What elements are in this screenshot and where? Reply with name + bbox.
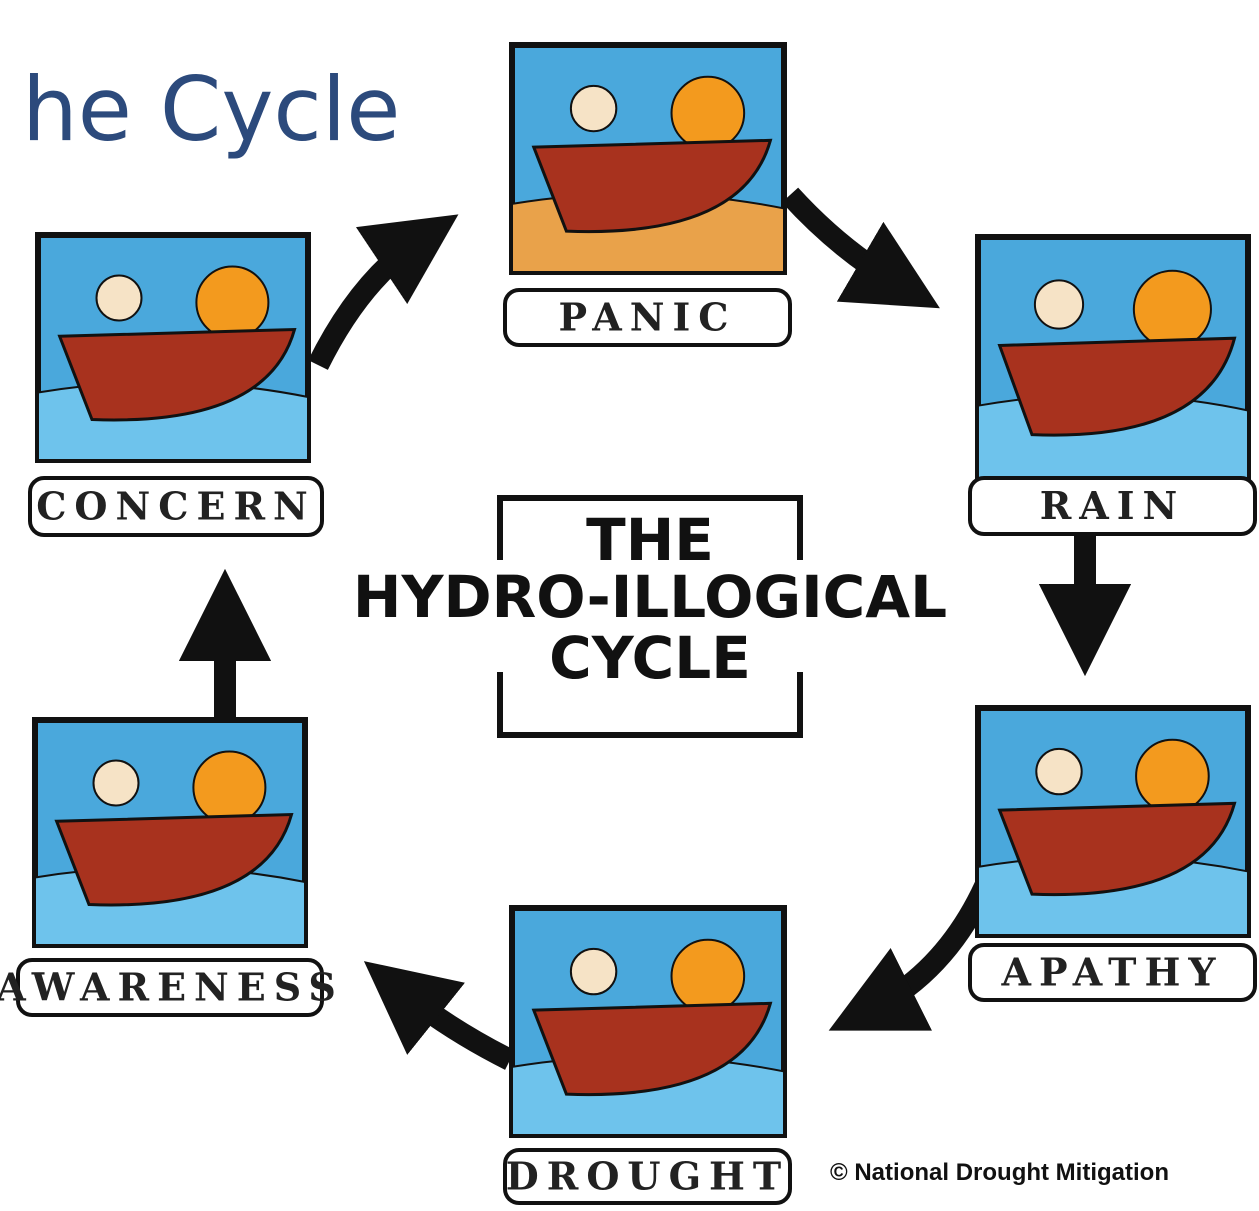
center-line: CYCLE: [549, 624, 751, 692]
stage: PANIC: [505, 45, 790, 345]
stage: DROUGHT: [505, 908, 790, 1203]
arrow: [318, 240, 420, 365]
sun: [1136, 740, 1209, 813]
figure: [571, 86, 616, 131]
stage: CONCERN: [30, 235, 322, 535]
stage-label: CONCERN: [36, 484, 316, 529]
arrow: [790, 195, 900, 285]
arrow: [400, 990, 510, 1060]
stage-label: DROUGHT: [506, 1154, 789, 1199]
sun: [672, 940, 745, 1013]
stage: AWARENESS: [0, 720, 344, 1015]
diagram: he Cycle THEHYDRO-ILLOGICALCYCLE PANIC RA…: [0, 0, 1259, 1211]
figure: [1035, 280, 1083, 328]
figure: [571, 949, 616, 994]
figure: [1036, 749, 1081, 794]
sun: [1134, 271, 1211, 348]
stage-label: AWARENESS: [0, 965, 344, 1010]
stage-label: RAIN: [1040, 483, 1186, 528]
credit: © National Drought Mitigation: [830, 1159, 1169, 1186]
sun: [193, 752, 265, 824]
center-line: HYDRO-ILLOGICAL: [353, 563, 947, 631]
sun: [672, 77, 745, 150]
stage: APATHY: [970, 708, 1255, 1000]
figure: [94, 761, 139, 806]
slide-title: he Cycle: [22, 58, 400, 161]
figure: [97, 276, 142, 321]
stage: RAIN: [970, 237, 1255, 534]
sun: [196, 267, 268, 339]
stage-label: APATHY: [1000, 950, 1223, 995]
stage-label: PANIC: [558, 295, 736, 340]
